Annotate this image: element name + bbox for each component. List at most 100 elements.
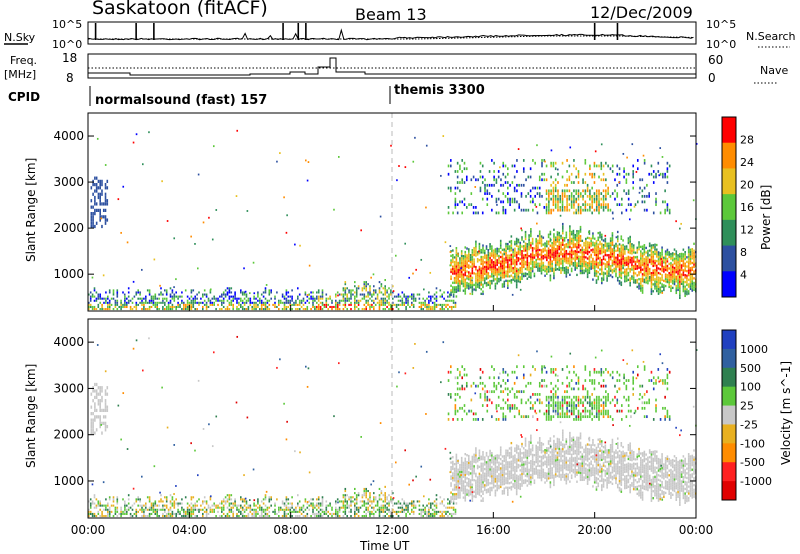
power-cell: [526, 268, 529, 271]
power-cell: [643, 250, 646, 254]
power-cell: [561, 161, 564, 165]
power-cell: [650, 248, 653, 252]
velocity-cell: [165, 496, 168, 499]
power-cell: [682, 283, 685, 286]
power-cell: [568, 189, 571, 193]
power-cell: [515, 274, 518, 277]
power-cell: [501, 262, 504, 265]
power-cell: [357, 299, 360, 302]
power-cell: [469, 274, 472, 278]
velocity-cell: [205, 508, 208, 511]
power-cell: [175, 278, 177, 281]
power-cell: [524, 237, 527, 241]
velocity-cell: [228, 502, 231, 505]
power-cell: [462, 264, 465, 267]
power-cell: [520, 192, 523, 195]
power-cell: [620, 263, 623, 266]
velocity-cell: [247, 512, 250, 515]
velocity-cell: [433, 500, 436, 503]
velocity-cell: [209, 510, 212, 513]
power-cell: [243, 293, 246, 296]
power-cell: [530, 228, 532, 231]
power-cell: [499, 272, 502, 275]
velocity-cell: [464, 478, 467, 481]
power-cell: [482, 246, 484, 250]
power-cell: [663, 268, 665, 271]
power-cell: [622, 248, 624, 251]
power-cell: [264, 287, 267, 290]
velocity-cell: [181, 506, 183, 509]
power-cell: [550, 197, 552, 201]
power-cell: [528, 245, 530, 249]
power-cell: [158, 301, 160, 304]
velocity-cell: [241, 508, 244, 511]
power-cell: [386, 299, 388, 302]
power-cell: [576, 266, 578, 270]
power-cell: [165, 299, 168, 302]
power-cell: [585, 240, 587, 243]
velocity-cell: [466, 488, 468, 492]
power-cell: [469, 272, 472, 275]
velocity-cell: [298, 508, 301, 511]
velocity-cell: [447, 514, 449, 518]
power-cell: [502, 161, 505, 165]
power-cell: [552, 194, 555, 198]
power-cell: [133, 305, 136, 309]
power-cell: [638, 273, 640, 276]
power-cell: [687, 257, 690, 261]
power-cell: [450, 308, 453, 311]
power-cell: [354, 291, 356, 294]
power-cell: [480, 288, 483, 291]
velocity-cell: [428, 512, 430, 515]
velocity-cell: [452, 463, 454, 466]
velocity-cell: [150, 502, 153, 505]
power-cell: [693, 270, 695, 273]
power-cell: [283, 303, 286, 306]
velocity-cell: [306, 502, 309, 505]
power-cell: [181, 295, 183, 298]
power-cell: [526, 245, 529, 248]
velocity-cell: [222, 500, 225, 503]
power-cell: [636, 251, 639, 254]
power-cell: [390, 289, 392, 292]
velocity-cell: [365, 496, 367, 499]
velocity-cell: [291, 506, 293, 509]
power-cell: [457, 280, 459, 283]
power-cell: [664, 208, 666, 212]
power-cell: [608, 267, 610, 271]
velocity-cell: [112, 500, 115, 503]
power-cell: [616, 276, 619, 280]
velocity-cell: [382, 508, 385, 511]
power-cell: [677, 265, 679, 268]
velocity-cell: [342, 504, 345, 507]
velocity-cell: [240, 512, 242, 515]
power-cell: [396, 179, 398, 182]
power-cell: [457, 264, 459, 267]
velocity-cell: [365, 506, 367, 509]
velocity-cell: [374, 496, 377, 499]
power-cell: [501, 283, 504, 286]
power-cell: [515, 244, 518, 247]
power-cell: [570, 197, 573, 201]
power-cell: [679, 252, 681, 256]
power-cell: [643, 194, 646, 198]
power-cell: [207, 299, 210, 302]
beam-label: Beam 13: [355, 5, 427, 24]
power-cell: [611, 248, 614, 251]
cpid-segment-themis: themis 3300: [394, 83, 485, 98]
power-cell: [599, 231, 601, 234]
power-cell: [285, 297, 288, 300]
power-cell: [515, 272, 518, 275]
power-cell: [609, 239, 612, 242]
power-cell: [285, 291, 288, 294]
velocity-cell: [302, 504, 305, 507]
velocity-cell: [217, 506, 219, 509]
power-cell: [502, 172, 505, 176]
velocity-cell: [304, 508, 307, 511]
velocity-cell: [104, 392, 107, 396]
power-cell: [632, 260, 635, 263]
power-cell: [524, 274, 527, 277]
velocity-cell: [449, 512, 451, 515]
power-cell: [652, 175, 655, 179]
velocity-cell: [380, 508, 383, 511]
